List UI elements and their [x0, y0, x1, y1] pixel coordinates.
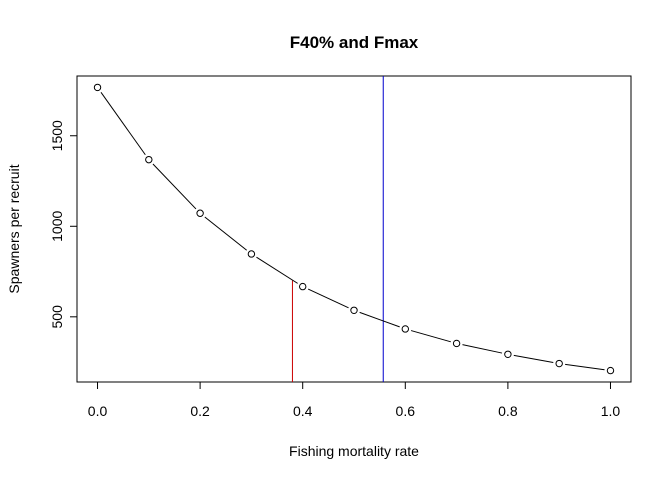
x-tick-label: 0.2	[190, 403, 210, 419]
series-line-segment	[307, 288, 349, 309]
y-tick-label: 500	[49, 305, 65, 329]
data-point	[452, 339, 461, 348]
chart-title: F40% and Fmax	[290, 33, 419, 52]
series-line-segment	[462, 344, 503, 354]
data-point	[401, 325, 409, 333]
series-line-segment	[152, 163, 197, 210]
y-axis-label: Spawners per recruit	[6, 164, 22, 293]
data-point	[299, 282, 307, 291]
reference-lines	[291, 76, 384, 382]
series-line-segment	[513, 354, 554, 363]
series-layer	[93, 83, 615, 375]
series-line-segment	[359, 311, 400, 328]
y-axis: 500 1000 1500	[49, 120, 78, 329]
x-tick-label: 0.0	[88, 403, 108, 419]
data-point	[93, 83, 102, 92]
data-point	[145, 155, 153, 164]
y-tick-label: 1500	[49, 120, 65, 151]
data-point	[196, 209, 204, 217]
data-point	[504, 350, 512, 358]
plot-frame	[76, 75, 632, 383]
x-tick-label: 0.8	[498, 403, 518, 419]
series-line-segment	[100, 92, 146, 156]
series-line-segment	[410, 330, 451, 343]
x-tick-label: 0.6	[396, 403, 416, 419]
x-tick-label: 1.0	[601, 403, 621, 419]
x-axis: 0.0 0.2 0.4 0.6 0.8 1.0	[88, 381, 621, 419]
data-point	[555, 359, 563, 368]
x-tick-label: 0.4	[293, 403, 313, 419]
series-line-segment	[565, 363, 605, 371]
data-point	[247, 250, 256, 258]
x-axis-label: Fishing mortality rate	[289, 443, 419, 459]
y-tick-label: 1000	[49, 211, 65, 242]
series-line-segment	[204, 216, 248, 251]
series-line-segment	[256, 256, 298, 284]
data-point	[606, 366, 615, 375]
data-point	[350, 306, 358, 314]
